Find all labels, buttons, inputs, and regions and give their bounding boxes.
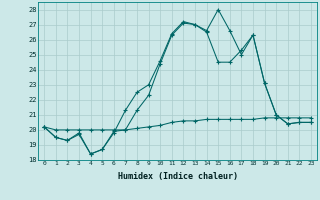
X-axis label: Humidex (Indice chaleur): Humidex (Indice chaleur) (118, 172, 238, 181)
